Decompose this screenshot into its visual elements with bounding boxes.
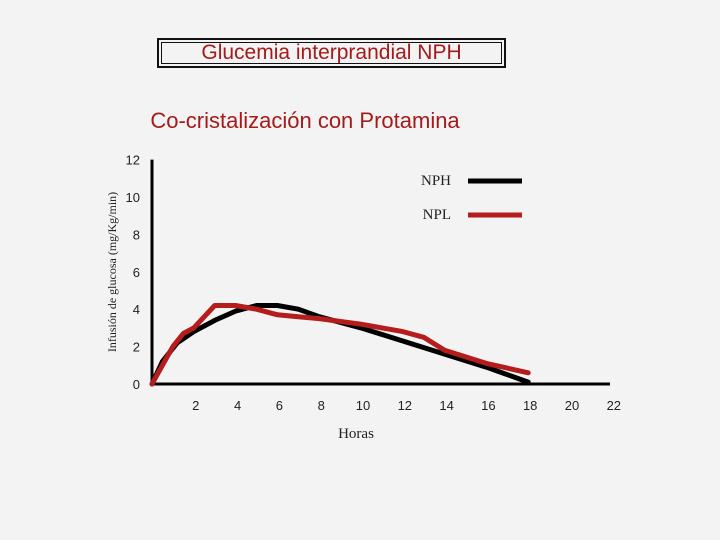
y-tick-label: 12: [126, 153, 140, 168]
series-lines: [149, 303, 531, 387]
y-tick-labels: 0 2 4 6 8 10 12: [126, 153, 140, 392]
y-tick-label: 2: [133, 340, 140, 355]
x-tick-labels: 2 4 6 8 10 12 14 16 18 20 22: [192, 398, 621, 413]
x-tick-label: 22: [607, 398, 621, 413]
y-tick-label: 8: [133, 227, 140, 242]
legend: NPH NPL: [421, 173, 522, 223]
chart-subtitle: Co-cristalización con Protamina: [150, 108, 460, 133]
x-tick-label: 4: [234, 398, 241, 413]
x-tick-label: 20: [565, 398, 579, 413]
series-line-npl: [149, 303, 531, 387]
x-axis-label: Horas: [338, 426, 374, 442]
axes: [150, 159, 610, 386]
y-axis-label: Infusión de glucosa (mg/Kg/min): [105, 192, 119, 352]
x-tick-label: 2: [192, 398, 199, 413]
y-tick-label: 0: [133, 377, 140, 392]
y-tick-label: 6: [133, 265, 140, 280]
x-tick-label: 6: [276, 398, 283, 413]
x-tick-label: 18: [523, 398, 537, 413]
x-tick-label: 16: [481, 398, 495, 413]
x-tick-label: 10: [356, 398, 370, 413]
y-tick-label: 10: [126, 190, 140, 205]
legend-label-nph: NPH: [421, 173, 451, 189]
chart-title: Glucemia interprandial NPH: [157, 38, 506, 68]
x-tick-label: 14: [439, 398, 453, 413]
legend-label-npl: NPL: [423, 207, 451, 223]
y-tick-label: 4: [133, 302, 140, 317]
x-tick-label: 8: [318, 398, 325, 413]
series-line-nph: [149, 303, 531, 387]
x-tick-label: 12: [398, 398, 412, 413]
